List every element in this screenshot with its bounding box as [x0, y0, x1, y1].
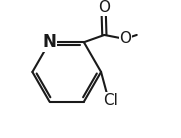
Text: O: O — [98, 0, 110, 15]
Text: O: O — [119, 31, 132, 46]
Text: N: N — [43, 33, 56, 51]
Text: Cl: Cl — [104, 93, 118, 108]
